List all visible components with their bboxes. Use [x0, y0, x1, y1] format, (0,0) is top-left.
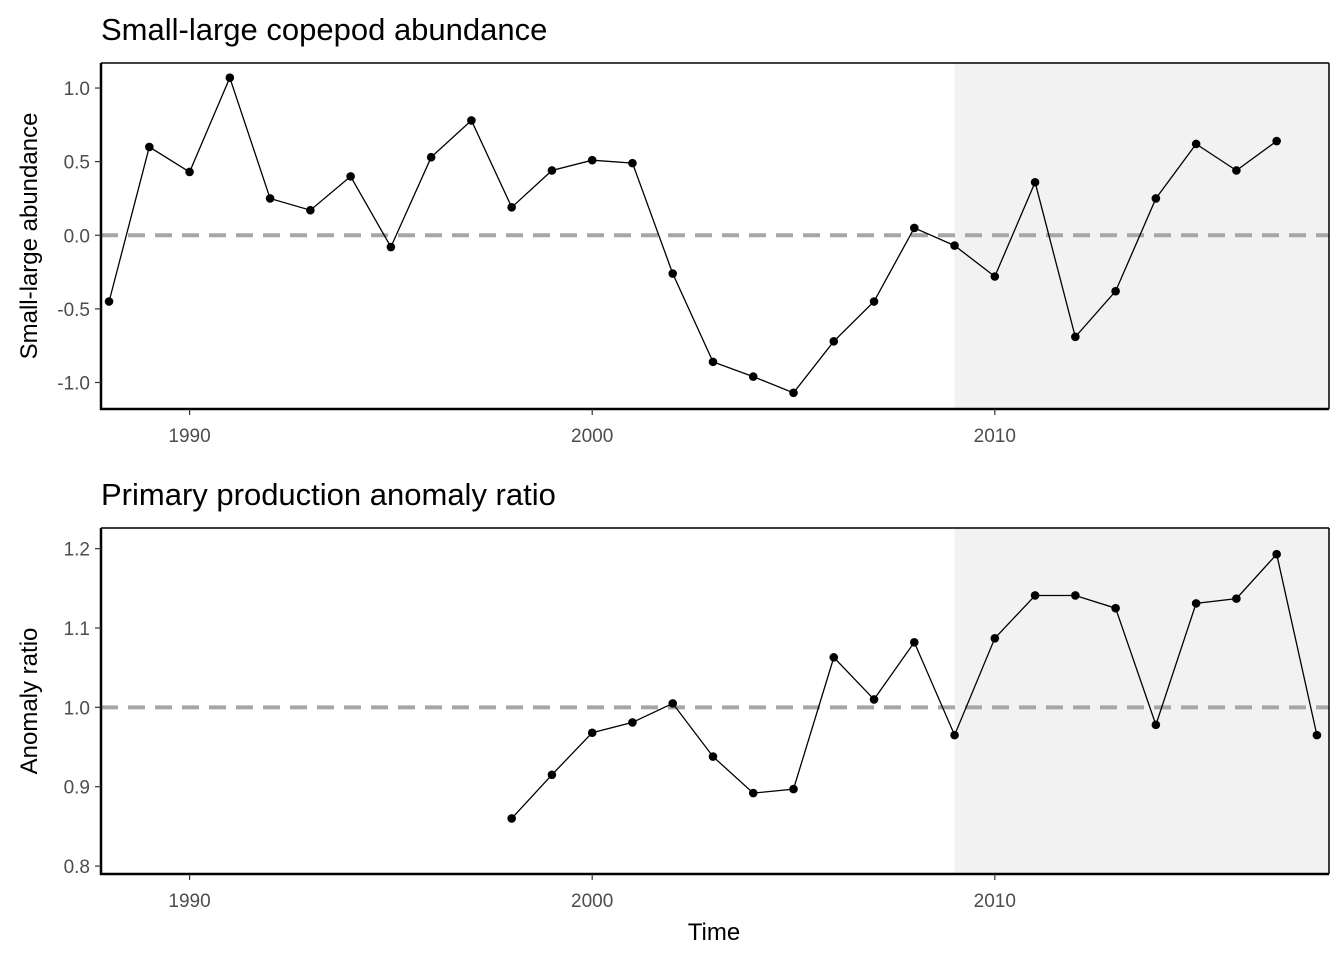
panel2-data-point	[748, 788, 758, 798]
panel2-y-axis-label: Anomaly ratio	[16, 628, 43, 775]
panel1-x-tick-label: 2010	[974, 426, 1016, 447]
panel1-data-point	[789, 388, 798, 398]
panel1-y-axis-label: Small-large abundance	[16, 113, 43, 360]
panel1-data-point	[990, 272, 1000, 281]
panel1-y-tick-label: -1.0	[57, 373, 90, 394]
panel2-data-point	[507, 814, 516, 823]
panel1-plot: -1.0 -0.5 0.0 0.5 1.0 1990 2000 2010	[57, 62, 1330, 447]
panel2-data-point	[1030, 591, 1040, 600]
panel2-plot: 0.8 0.9 1.0 1.1 1.2 1990 2000 2010	[64, 527, 1330, 912]
panel1-data-point	[628, 158, 637, 168]
panel1-series-line	[108, 75, 1278, 394]
panel1-data-point	[950, 241, 959, 250]
panel1-data-point	[1191, 139, 1201, 149]
panel1-data-point	[507, 202, 516, 212]
panel1-data-point	[668, 269, 678, 278]
panel2-data-point	[1312, 730, 1322, 740]
panel1-data-point	[829, 336, 839, 346]
panel2-data-point	[547, 770, 557, 780]
panel2-shaded-region	[954, 528, 1329, 874]
panel2-data-point	[1151, 720, 1161, 730]
panel1-y-tick-label: 0.5	[64, 153, 90, 174]
panel1-data-point	[587, 155, 597, 165]
panel1-data-point	[1030, 177, 1040, 187]
panel1-data-point	[426, 152, 436, 162]
panel2-data-point	[1191, 599, 1201, 608]
panel2-data-point	[789, 784, 798, 794]
panel1-data-point	[104, 297, 114, 306]
panel1-data-point	[225, 73, 235, 83]
panel1-data-point	[748, 372, 758, 381]
panel2-data-point	[1111, 603, 1120, 613]
panel2-data-point	[829, 653, 839, 662]
panel1-data-point	[265, 194, 275, 203]
panel2-data-point	[1071, 591, 1080, 600]
panel2-data-point	[909, 637, 919, 647]
panel2-x-tick-label: 1990	[168, 891, 210, 912]
panel2-y-tick-label: 1.0	[64, 698, 90, 719]
panel2-data-point	[1272, 549, 1281, 559]
panel2-title: Primary production anomaly ratio	[101, 477, 556, 512]
panel1-data-point	[1272, 136, 1281, 146]
panel2-data-point	[1232, 594, 1241, 603]
panel1-data-point	[909, 223, 919, 233]
panel1-data-point	[547, 166, 557, 175]
panel2-y-tick-label: 0.9	[64, 778, 90, 799]
panel1-data-point	[306, 205, 315, 215]
panel1-data-point	[708, 357, 718, 367]
panel1-data-point	[386, 242, 396, 252]
panel2-x-tick-label: 2010	[974, 891, 1016, 912]
panel2-data-point	[628, 718, 637, 727]
panel2-data-point	[990, 634, 1000, 643]
panel1-y-tick-label: 1.0	[64, 79, 90, 100]
panel2-data-point	[708, 752, 718, 761]
panel2-y-tick-label: 1.2	[64, 540, 90, 561]
panel1-title: Small-large copepod abundance	[101, 12, 547, 47]
panel1-data-point	[1232, 166, 1241, 175]
panel2-y-tick-label: 0.8	[64, 857, 90, 878]
panel2-data-point	[950, 730, 959, 740]
panel1-data-point	[1111, 286, 1120, 296]
panel2-x-tick-label: 2000	[571, 891, 613, 912]
panel2-data-point	[869, 695, 879, 704]
panel1-data-point	[346, 172, 355, 181]
panel1-x-tick-label: 1990	[168, 426, 210, 447]
panel1-x-tick-label: 2000	[571, 426, 613, 447]
panel1-data-point	[869, 297, 879, 306]
panel1-y-tick-label: -0.5	[57, 300, 90, 321]
panel2-data-point	[668, 699, 678, 708]
panel1-y-tick-label: 0.0	[64, 226, 90, 247]
x-axis-label: Time	[688, 919, 740, 946]
panel1-data-point	[1071, 332, 1080, 342]
panel1-data-point	[145, 142, 154, 152]
panel-copepod: Small-large copepod abundance Small-larg…	[16, 12, 1330, 447]
panel-primary-production: Primary production anomaly ratio Anomaly…	[16, 477, 1330, 946]
panel2-y-tick-label: 1.1	[64, 619, 90, 640]
panel1-data-point	[467, 116, 476, 125]
panel1-data-point	[185, 167, 194, 177]
panel1-data-point	[1151, 194, 1161, 203]
panel2-data-point	[587, 728, 597, 738]
